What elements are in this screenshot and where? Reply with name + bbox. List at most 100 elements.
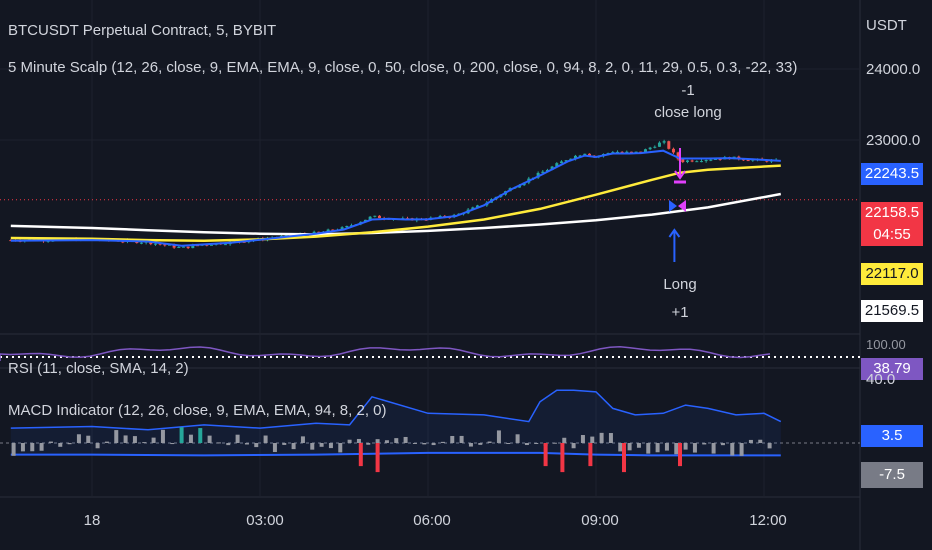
macd-label-value: 3.5 [861, 425, 923, 447]
macd-hist-bar [412, 443, 417, 444]
macd-hist-bar [739, 443, 744, 456]
macd-hist-bar [758, 439, 763, 443]
macd-hist-bar [226, 443, 231, 446]
candle-body [349, 225, 353, 227]
macd-hist-bar [300, 436, 305, 443]
macd-hist-bar [618, 443, 623, 452]
candle-body [653, 146, 657, 148]
macd-hist-bar [170, 443, 175, 445]
macd-hist-bar [39, 443, 44, 451]
macd-band-fill [10, 390, 781, 456]
rsi-axis-text: 100.00 [866, 337, 906, 352]
rsi-legend[interactable]: RSI (11, close, SMA, 14, 2) [8, 360, 189, 377]
macd-hist-bar [30, 443, 35, 452]
macd-hist-bar [254, 443, 259, 448]
macd-hist-bar [95, 443, 100, 449]
candle-body [625, 151, 629, 153]
xtick-0300: 03:00 [246, 512, 284, 529]
macd-hist-bar [627, 443, 632, 451]
macd-hist-bar [487, 441, 492, 443]
macd-hist-bar [468, 443, 473, 447]
candle-body [121, 241, 125, 243]
candle-body [340, 227, 344, 230]
candle-body [699, 161, 703, 163]
macd-hist-bar [384, 440, 389, 443]
candle-body [746, 160, 750, 162]
long-label: Long [663, 276, 697, 293]
macd-hist-bar [664, 443, 669, 451]
candle-body [559, 161, 563, 164]
candle-body [629, 151, 633, 153]
candle-body [209, 244, 213, 246]
candle-body [331, 229, 335, 231]
indicator-legend[interactable]: 5 Minute Scalp (12, 26, close, 9, EMA, E… [8, 59, 798, 76]
xtick-1200: 12:00 [749, 512, 787, 529]
candle-body [709, 159, 713, 161]
candle-body [690, 160, 694, 162]
candle-body [373, 215, 377, 217]
candle-body [634, 151, 638, 153]
xtick-0900: 09:00 [581, 512, 619, 529]
macd-hist-bar [590, 436, 595, 443]
macd-hist-bar [571, 443, 576, 449]
macd-hist-bar [282, 443, 287, 445]
macd-hist-bar [683, 443, 688, 450]
macd-red-spike-5 [622, 443, 626, 473]
candle-body [368, 216, 372, 220]
macd-hist-bar [104, 441, 109, 443]
candle-body [578, 155, 582, 157]
macd-hist-bar [767, 443, 772, 449]
macd-hist-bar [562, 437, 567, 443]
macd-hist-bar [207, 435, 212, 443]
macd-hist-bar [132, 436, 137, 443]
close-long-label: close long [654, 104, 722, 121]
countdown-label: 04:55 [861, 224, 923, 246]
macd-hist-bar [422, 443, 427, 445]
currency-label: USDT [866, 17, 907, 34]
candle-body [676, 152, 680, 160]
macd-hist-bar [198, 428, 203, 443]
macd-hist-bar [636, 443, 641, 448]
macd-hist-bar [478, 443, 483, 445]
macd-hist-bar [515, 434, 520, 443]
macd-hist-bar [394, 438, 399, 443]
chart-title[interactable]: BTCUSDT Perpetual Contract, 5, BYBIT [8, 22, 277, 39]
candle-body [587, 153, 591, 156]
candle-body [643, 149, 647, 153]
rsi-value-label: 38.79 [861, 358, 923, 380]
macd-hist-bar [86, 435, 91, 443]
candle-body [564, 160, 568, 162]
macd-upper-band [10, 389, 782, 431]
candle-body [685, 160, 689, 163]
macd-hist-bar [674, 443, 679, 455]
candle-body [648, 147, 652, 150]
ytick-24000: 24000.0 [866, 61, 921, 78]
candle-body [377, 215, 381, 219]
macd-hist-bar [291, 443, 296, 450]
macd-hist-bar [608, 433, 613, 443]
xtick-0600: 06:00 [413, 512, 451, 529]
price-label-last: 22158.5 [861, 202, 923, 224]
candle-body [718, 158, 722, 160]
macd-hist-bar [552, 442, 557, 444]
price-label-ema200: 21569.5 [861, 300, 923, 322]
macd-red-spike-6 [678, 443, 682, 467]
macd-legend[interactable]: MACD Indicator (12, 26, close, 9, EMA, E… [8, 402, 387, 419]
macd-red-spike-2 [543, 443, 548, 467]
candle-body [671, 148, 675, 153]
candle-body [191, 245, 195, 249]
candle-body [615, 151, 619, 153]
entry-marker [669, 200, 677, 212]
macd-hist-bar [599, 432, 604, 443]
candle-body [139, 242, 143, 244]
macd-hist-bar [720, 443, 725, 446]
candle-body [657, 142, 661, 147]
macd-hist-bar [403, 436, 408, 443]
macd-hist-bar [235, 434, 240, 443]
macd-hist-bar [67, 443, 72, 445]
macd-hist-bar [328, 443, 333, 449]
close-long-arrowhead [674, 170, 686, 180]
candle-body [536, 172, 540, 178]
